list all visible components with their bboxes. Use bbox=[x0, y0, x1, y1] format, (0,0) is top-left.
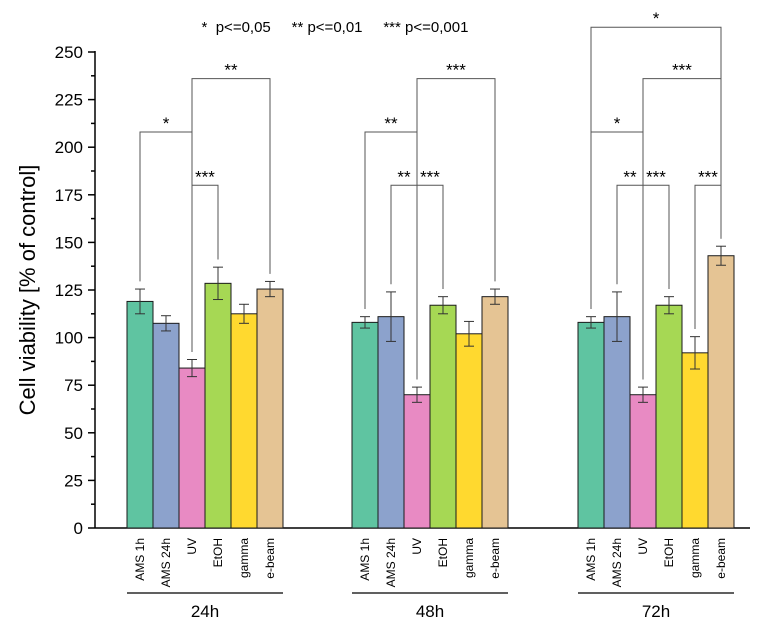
y-tick-label: 50 bbox=[64, 424, 83, 443]
bar-72h-EtOH bbox=[655, 304, 683, 529]
axes: 0 25 50 75 100 125 150 175 200 225 250 bbox=[55, 43, 750, 538]
y-axis-label: Cell viability [% of control] bbox=[15, 165, 40, 416]
category-label: gamma bbox=[688, 538, 702, 578]
significance-marker: * bbox=[614, 114, 621, 133]
y-tick-label: 200 bbox=[55, 138, 83, 157]
significance-marker: * bbox=[653, 9, 660, 28]
y-tick-label: 175 bbox=[55, 186, 83, 205]
x-axis-labels: AMS 1h AMS 24h UV EtOH gamma e-beam 24h AMS 1h A… bbox=[127, 538, 734, 621]
bar-48h-AMS 24h bbox=[377, 316, 405, 529]
bar-48h-UV bbox=[403, 394, 431, 529]
significance-bracket bbox=[694, 184, 722, 330]
bar-72h-gamma bbox=[681, 352, 709, 529]
significance-brackets: ************* ********** *** *** bbox=[139, 9, 722, 380]
bar-24h-e-beam bbox=[256, 288, 284, 529]
significance-marker: *** bbox=[420, 167, 440, 186]
y-tick-label: 100 bbox=[55, 329, 83, 348]
significance-marker: ** bbox=[384, 114, 398, 133]
category-label: e-beam bbox=[714, 538, 728, 579]
significance-marker: ** bbox=[623, 167, 637, 186]
y-tick-label: 225 bbox=[55, 91, 83, 110]
significance-marker: *** bbox=[195, 167, 215, 186]
error-bars bbox=[135, 245, 726, 403]
y-tick-label: 150 bbox=[55, 233, 83, 252]
category-label: UV bbox=[410, 538, 424, 555]
significance-bracket bbox=[191, 184, 219, 352]
category-label: AMS 1h bbox=[133, 538, 147, 581]
bar-48h-AMS 1h bbox=[351, 321, 379, 529]
bar-72h-UV bbox=[629, 394, 657, 529]
bar-48h-gamma bbox=[455, 333, 483, 529]
significance-bracket bbox=[416, 184, 444, 380]
y-tick-label: 250 bbox=[55, 43, 83, 62]
significance-marker: ** bbox=[397, 167, 411, 186]
category-label: AMS 24h bbox=[384, 538, 398, 587]
bar-48h-e-beam bbox=[481, 296, 509, 529]
bar-24h-AMS 24h bbox=[152, 322, 180, 529]
significance-marker: *** bbox=[446, 61, 466, 80]
bar-24h-UV bbox=[178, 367, 206, 529]
category-label: EtOH bbox=[662, 538, 676, 567]
bar-24h-EtOH bbox=[204, 282, 232, 529]
category-label: AMS 24h bbox=[610, 538, 624, 587]
category-label: EtOH bbox=[436, 538, 450, 567]
significance-legend: * p<=0,05 ** p<=0,01 *** p<=0,001 bbox=[202, 19, 469, 36]
category-label: EtOH bbox=[211, 538, 225, 567]
group-label: 24h bbox=[191, 602, 219, 621]
significance-bracket bbox=[642, 184, 670, 380]
category-label: gamma bbox=[237, 538, 251, 578]
group-label: 72h bbox=[642, 602, 670, 621]
y-tick-label: 75 bbox=[64, 376, 83, 395]
bar-48h-EtOH bbox=[429, 304, 457, 529]
bar-72h-AMS 1h bbox=[577, 321, 605, 529]
category-label: AMS 24h bbox=[159, 538, 173, 587]
bar-72h-e-beam bbox=[707, 255, 735, 529]
bar-24h-gamma bbox=[230, 313, 258, 529]
significance-marker: *** bbox=[672, 61, 692, 80]
category-label: AMS 1h bbox=[584, 538, 598, 581]
bar-72h-AMS 24h bbox=[603, 316, 631, 529]
category-label: gamma bbox=[462, 538, 476, 578]
y-tick-label: 25 bbox=[64, 471, 83, 490]
category-label: e-beam bbox=[263, 538, 277, 579]
significance-marker: *** bbox=[698, 167, 718, 186]
significance-marker: * bbox=[163, 114, 170, 133]
bar-24h-AMS 1h bbox=[126, 300, 154, 529]
y-tick-label: 0 bbox=[74, 519, 83, 538]
category-label: UV bbox=[185, 538, 199, 555]
bars bbox=[126, 255, 735, 529]
category-label: AMS 1h bbox=[358, 538, 372, 581]
significance-marker: *** bbox=[646, 167, 666, 186]
category-label: e-beam bbox=[488, 538, 502, 579]
group-label: 48h bbox=[416, 602, 444, 621]
category-label: UV bbox=[636, 538, 650, 555]
significance-marker: ** bbox=[224, 61, 238, 80]
y-tick-label: 125 bbox=[55, 281, 83, 300]
